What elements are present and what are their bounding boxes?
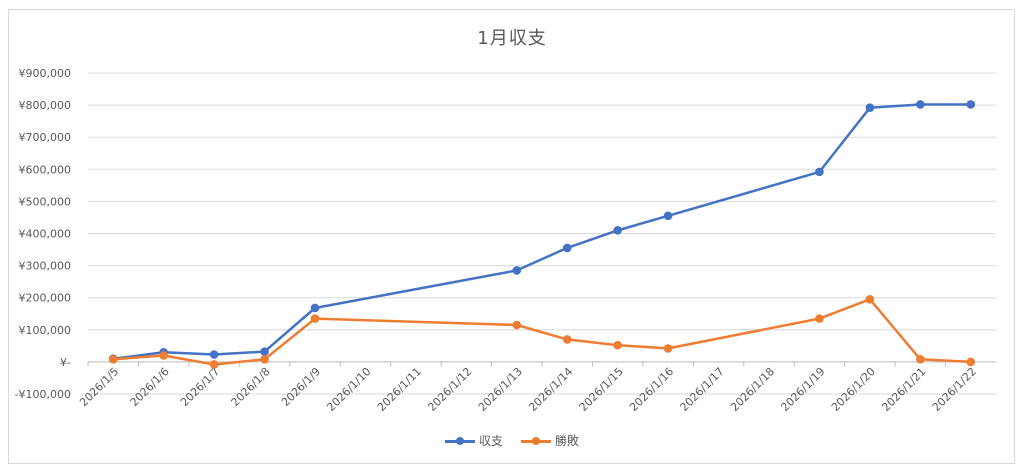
legend-item-series-0: 収支	[444, 432, 503, 449]
data-point-series-0	[613, 225, 622, 235]
x-tick-label: 2026/1/11	[375, 365, 424, 414]
data-point-series-0	[260, 347, 269, 356]
x-tick-label: 2026/1/15	[577, 365, 626, 414]
data-point-series-1	[815, 314, 824, 323]
x-tick-label: 2026/1/21	[879, 365, 928, 414]
data-point-series-1	[663, 344, 673, 353]
x-axis-ticks: 2026/1/5 2026/1/6 2026/1/7 2026/1/8 2026/1/9…	[77, 361, 979, 414]
y-tick-label: ¥700,000	[19, 131, 72, 144]
chart-title: 1月収支	[477, 28, 547, 49]
data-point-series-1	[966, 357, 976, 367]
y-tick-label: ¥400,000	[19, 228, 72, 241]
x-tick-label: 2026/1/19	[778, 365, 827, 414]
data-point-series-0	[209, 350, 219, 359]
legend-swatch-series-0	[444, 436, 475, 446]
y-tick-label: ¥300,000	[19, 260, 72, 273]
data-point-series-0	[562, 243, 572, 253]
data-point-series-1	[512, 320, 522, 330]
legend-label-series-0: 収支	[478, 434, 503, 448]
data-point-series-1	[562, 335, 572, 344]
data-point-series-0	[966, 100, 976, 109]
x-tick-label: 2026/1/6	[128, 365, 172, 409]
legend-label-series-1: 勝敗	[555, 434, 580, 448]
data-point-series-1	[865, 295, 875, 304]
y-tick-label: -¥100,000	[15, 388, 71, 401]
legend-item-series-1: 勝敗	[521, 432, 579, 449]
x-tick-label: 2026/1/8	[229, 365, 273, 409]
x-tick-label: 2026/1/10	[324, 365, 373, 414]
data-point-series-1	[159, 351, 168, 360]
y-axis-ticks: ¥900,000 ¥800,000 ¥700,000 ¥600,000 ¥500,000…	[15, 67, 71, 401]
x-tick-label: 2026/1/20	[829, 365, 878, 414]
y-tick-label: ¥900,000	[19, 67, 72, 80]
data-point-series-0	[663, 211, 673, 221]
data-point-series-0	[865, 103, 875, 112]
x-tick-label: 2026/1/12	[425, 365, 474, 414]
series-line-1	[113, 298, 971, 366]
series-lines	[113, 103, 971, 366]
x-tick-label: 2026/1/7	[178, 365, 222, 409]
data-point-series-1	[209, 360, 219, 369]
data-point-series-1	[916, 355, 925, 364]
data-point-series-0	[916, 100, 925, 109]
x-tick-label: 2026/1/14	[526, 365, 575, 414]
y-tick-label: ¥100,000	[19, 324, 72, 337]
data-point-series-0	[815, 167, 824, 177]
y-tick-label: ¥800,000	[19, 99, 72, 112]
y-tick-label: ¥200,000	[19, 292, 72, 305]
data-point-series-0	[512, 266, 522, 275]
series-points	[108, 100, 976, 369]
x-tick-label: 2026/1/22	[930, 365, 979, 414]
data-point-series-1	[613, 340, 622, 350]
y-tick-label: ¥600,000	[19, 163, 72, 176]
x-tick-label: 2026/1/18	[728, 365, 777, 414]
data-point-series-1	[260, 355, 269, 364]
data-point-series-1	[310, 314, 320, 323]
x-tick-label: 2026/1/17	[678, 365, 727, 414]
x-tick-label: 2026/1/16	[627, 365, 676, 414]
data-point-series-0	[310, 303, 320, 313]
x-tick-label: 2026/1/9	[279, 365, 323, 409]
legend-swatch-series-1	[521, 436, 551, 446]
y-tick-label: ¥-	[60, 356, 71, 369]
x-tick-label: 2026/1/13	[476, 365, 525, 414]
data-point-series-1	[108, 355, 118, 364]
series-line-0	[113, 103, 971, 360]
x-tick-label: 2026/1/5	[77, 365, 121, 409]
chart-area	[8, 9, 1015, 464]
y-tick-label: ¥500,000	[19, 195, 72, 208]
legend: 収支 勝敗	[0, 432, 1024, 449]
